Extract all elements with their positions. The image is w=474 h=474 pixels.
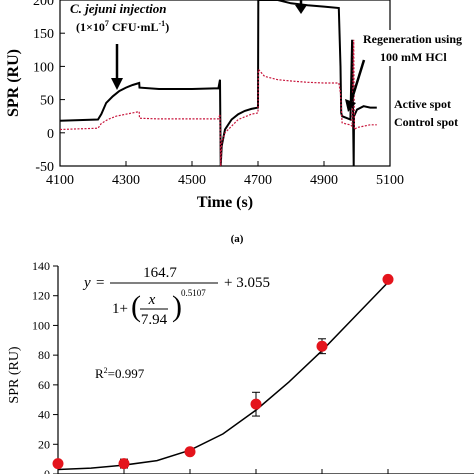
- injection-annotation-line2: (1×107 CFU·mL-1): [76, 19, 169, 34]
- regen-annotation-line1: Regeneration using: [363, 32, 462, 46]
- panel-b-y-axis-title: SPR (RU): [7, 346, 22, 404]
- eq-equals: =: [96, 275, 104, 291]
- b-y-tick-label: 0: [44, 467, 50, 474]
- a-x-tick-label: 4700: [244, 173, 272, 188]
- injection-unit-exp: -1: [159, 19, 166, 28]
- r-squared-label: R2=0.997: [95, 366, 145, 381]
- b-y-tick-label: 40: [38, 408, 50, 422]
- regen-arrow: [345, 59, 366, 112]
- injection-arrow: [111, 44, 123, 90]
- b-y-tick-label: 20: [38, 437, 50, 451]
- data-point: [184, 446, 196, 458]
- a-y-tick-label: -50: [35, 160, 54, 175]
- panel-a-x-axis: 4100 4300 4500 4700 4900 5100: [46, 161, 404, 188]
- injection-close: ): [165, 20, 169, 34]
- a-x-tick-label: 4900: [310, 173, 338, 188]
- eq-one-plus: 1+: [112, 301, 128, 317]
- a-x-tick-label: 4500: [178, 173, 206, 188]
- regen-annotation-line2: 100 mM HCl: [380, 50, 447, 64]
- b-y-tick-label: 100: [32, 318, 50, 332]
- b-y-tick-label: 60: [38, 378, 50, 392]
- panel-b: 0 20 40 60 80 100 120 140 SPR (RU) y = 164.7 1+…: [7, 259, 474, 474]
- r2-r: R: [95, 366, 104, 381]
- control-spot-line: [59, 39, 377, 167]
- eq-denominator: 7.94: [141, 312, 168, 328]
- eq-open-paren: (: [131, 290, 141, 323]
- data-point: [52, 458, 64, 470]
- panel-a-label: (a): [231, 233, 244, 245]
- data-point: [382, 273, 394, 285]
- b-y-tick-label: 120: [32, 289, 50, 303]
- panel-b-axes: [57, 266, 474, 474]
- panel-a-x-axis-title: Time (s): [197, 194, 253, 211]
- eq-exponent: 0.5107: [181, 288, 206, 298]
- a-y-tick-label: 150: [33, 27, 54, 42]
- r2-value: =0.997: [108, 366, 145, 381]
- injection-conc: (1×10: [76, 20, 105, 34]
- eq-lhs: y: [82, 275, 91, 291]
- regen-label-bg: [356, 30, 474, 66]
- eq-numerator: 164.7: [143, 265, 177, 281]
- panel-a-y-axis-title: SPR (RU): [5, 49, 22, 117]
- a-y-tick-label: 0: [47, 127, 54, 142]
- panel-a-plot-frame: [59, 0, 391, 167]
- a-y-tick-label: 200: [33, 0, 54, 9]
- a-x-tick-label: 4100: [46, 173, 74, 188]
- injection-conc-exp: 7: [105, 19, 109, 28]
- injection-unit: CFU·mL: [109, 20, 159, 34]
- a-y-tick-label: 50: [40, 94, 54, 109]
- eq-tail: + 3.055: [224, 275, 270, 291]
- panel-b-x-axis: [123, 469, 389, 474]
- fit-curve: [57, 281, 389, 471]
- panel-b-data-points: [52, 273, 394, 470]
- panel-b-y-axis: 0 20 40 60 80 100 120 140: [32, 259, 58, 474]
- eq-close-paren: ): [172, 290, 182, 323]
- b-y-tick-label: 80: [38, 348, 50, 362]
- fit-equation: y = 164.7 1+ ( x 7.94 ) 0.5107 + 3.055: [82, 265, 270, 328]
- panel-a-y-axis: -50 0 50 100 150 200: [33, 0, 65, 175]
- eq-x: x: [148, 292, 156, 308]
- panel-a: -50 0 50 100 150 200 4100 4300 4500 4700 4900 5100…: [5, 0, 474, 245]
- legend-control-spot: Control spot: [394, 115, 458, 129]
- injection-annotation-line1: C. jejuni injection: [70, 1, 166, 16]
- legend-active-spot: Active spot: [394, 97, 451, 111]
- peak-arrow: [295, 0, 307, 14]
- r2-exp: 2: [104, 366, 108, 375]
- a-x-tick-label: 5100: [376, 173, 404, 188]
- b-y-tick-label: 140: [32, 259, 50, 273]
- data-point: [316, 340, 328, 352]
- a-x-tick-label: 4300: [112, 173, 140, 188]
- data-point: [118, 458, 130, 470]
- data-point: [250, 398, 262, 410]
- legend-bg: [392, 94, 474, 130]
- a-y-tick-label: 100: [33, 60, 54, 75]
